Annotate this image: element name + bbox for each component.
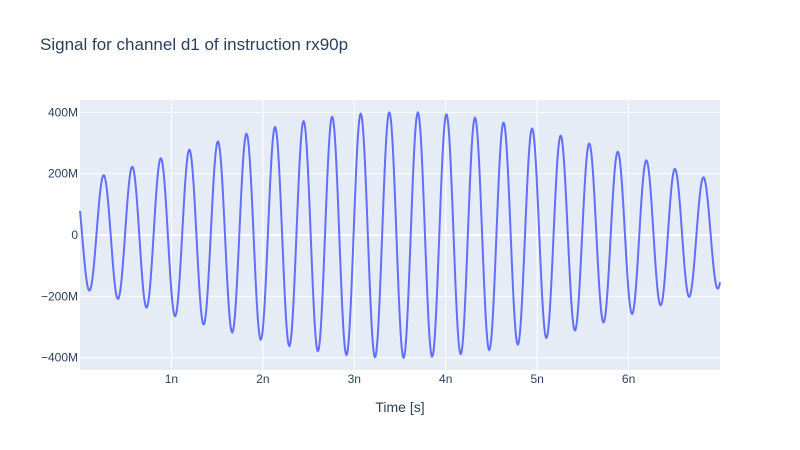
series-line: [79, 110, 721, 360]
y-tick-label: 200M: [48, 167, 78, 181]
x-axis-title: Time [s]: [375, 399, 424, 415]
chart-title: Signal for channel d1 of instruction rx9…: [40, 35, 348, 54]
x-tick-label: 5n: [530, 372, 543, 386]
x-tick-label: 2n: [256, 372, 269, 386]
y-tick-label: 0: [71, 228, 78, 242]
y-tick-label: −200M: [41, 289, 78, 303]
x-tick-label: 1n: [165, 372, 178, 386]
x-tick-label: 3n: [348, 372, 361, 386]
x-tick-label: 4n: [439, 372, 452, 386]
y-tick-label: 400M: [48, 105, 78, 119]
x-tick-label: 6n: [622, 372, 635, 386]
y-tick-label: −400M: [41, 351, 78, 365]
y-axis-ticks: 400M 200M 0 −200M −400M: [41, 105, 78, 364]
x-axis-ticks: 1n 2n 3n 4n 5n 6n: [165, 372, 636, 386]
